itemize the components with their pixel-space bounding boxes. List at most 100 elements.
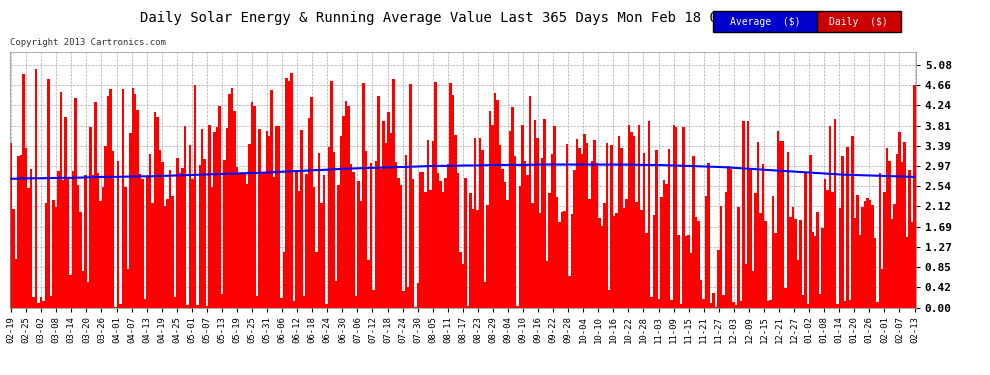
Bar <box>809 155 812 308</box>
Bar <box>171 196 173 308</box>
Bar <box>239 174 241 308</box>
Bar <box>62 180 64 308</box>
Bar <box>285 78 288 308</box>
Bar <box>647 121 650 308</box>
Bar <box>59 93 62 308</box>
Bar <box>807 304 809 307</box>
Bar <box>89 127 92 308</box>
Bar <box>142 178 144 308</box>
Bar <box>166 199 168 308</box>
Bar <box>97 172 99 308</box>
Bar <box>553 126 556 308</box>
Bar <box>395 162 397 308</box>
Bar <box>481 150 484 308</box>
Bar <box>901 162 903 308</box>
Bar <box>82 272 84 308</box>
Bar <box>268 136 270 308</box>
Bar <box>720 207 722 308</box>
Bar <box>621 148 623 308</box>
Bar <box>430 190 432 308</box>
Bar <box>588 199 591 308</box>
Bar <box>298 191 300 308</box>
Bar <box>616 213 618 308</box>
Bar <box>499 145 501 308</box>
Bar <box>231 88 234 308</box>
Bar <box>491 125 494 308</box>
Bar <box>375 161 377 308</box>
Bar <box>725 192 727 308</box>
Bar <box>652 215 655 308</box>
Bar <box>181 168 183 308</box>
Bar <box>792 207 794 308</box>
Bar <box>853 218 856 308</box>
Bar <box>837 304 839 307</box>
Bar <box>636 202 638 308</box>
Bar <box>672 125 675 308</box>
Bar <box>397 178 400 308</box>
Bar <box>638 125 641 308</box>
Bar <box>28 188 30 308</box>
Bar <box>727 166 730 308</box>
Bar <box>556 197 558 308</box>
Bar <box>573 170 576 308</box>
Bar <box>878 172 881 308</box>
Bar <box>451 95 454 308</box>
Bar <box>754 193 757 308</box>
Bar <box>178 173 181 308</box>
Bar <box>511 107 514 308</box>
Bar <box>209 126 211 308</box>
Bar <box>387 112 390 308</box>
Bar <box>234 111 236 308</box>
Bar <box>871 205 873 308</box>
Bar <box>474 138 476 308</box>
Bar <box>117 160 119 308</box>
Bar <box>67 179 69 308</box>
Bar <box>308 118 310 308</box>
Bar <box>576 139 578 308</box>
Bar <box>908 170 911 308</box>
Bar <box>707 163 710 308</box>
Bar <box>300 130 303 308</box>
Bar <box>797 260 799 308</box>
Bar <box>601 226 603 308</box>
Bar <box>104 146 107 308</box>
Bar <box>23 74 25 308</box>
Bar <box>359 201 362 308</box>
Bar <box>834 119 837 308</box>
Bar <box>255 296 258 307</box>
Bar <box>702 299 705 307</box>
Bar <box>548 193 550 308</box>
Bar <box>343 116 345 308</box>
Bar <box>489 111 491 308</box>
Bar <box>812 232 814 308</box>
Bar <box>817 211 819 308</box>
Bar <box>697 220 700 308</box>
Bar <box>566 144 568 308</box>
Bar <box>787 153 789 308</box>
Bar <box>153 112 156 308</box>
Bar <box>134 94 137 308</box>
Bar <box>539 213 541 308</box>
Bar <box>506 200 509 308</box>
Bar <box>392 79 395 308</box>
Bar <box>241 172 244 308</box>
Bar <box>571 214 573 308</box>
Bar <box>303 296 305 307</box>
Bar <box>650 297 652 307</box>
Bar <box>114 307 117 308</box>
Bar <box>163 206 166 308</box>
Bar <box>710 303 712 307</box>
Bar <box>124 186 127 308</box>
Bar <box>752 271 754 308</box>
Bar <box>112 151 114 308</box>
Bar <box>325 304 328 307</box>
Bar <box>685 236 687 308</box>
Bar <box>92 175 94 308</box>
Bar <box>891 219 893 308</box>
Bar <box>784 288 787 308</box>
Bar <box>432 141 435 308</box>
Bar <box>147 177 148 308</box>
Bar <box>628 125 631 308</box>
Bar <box>335 281 338 308</box>
Bar <box>340 136 343 308</box>
